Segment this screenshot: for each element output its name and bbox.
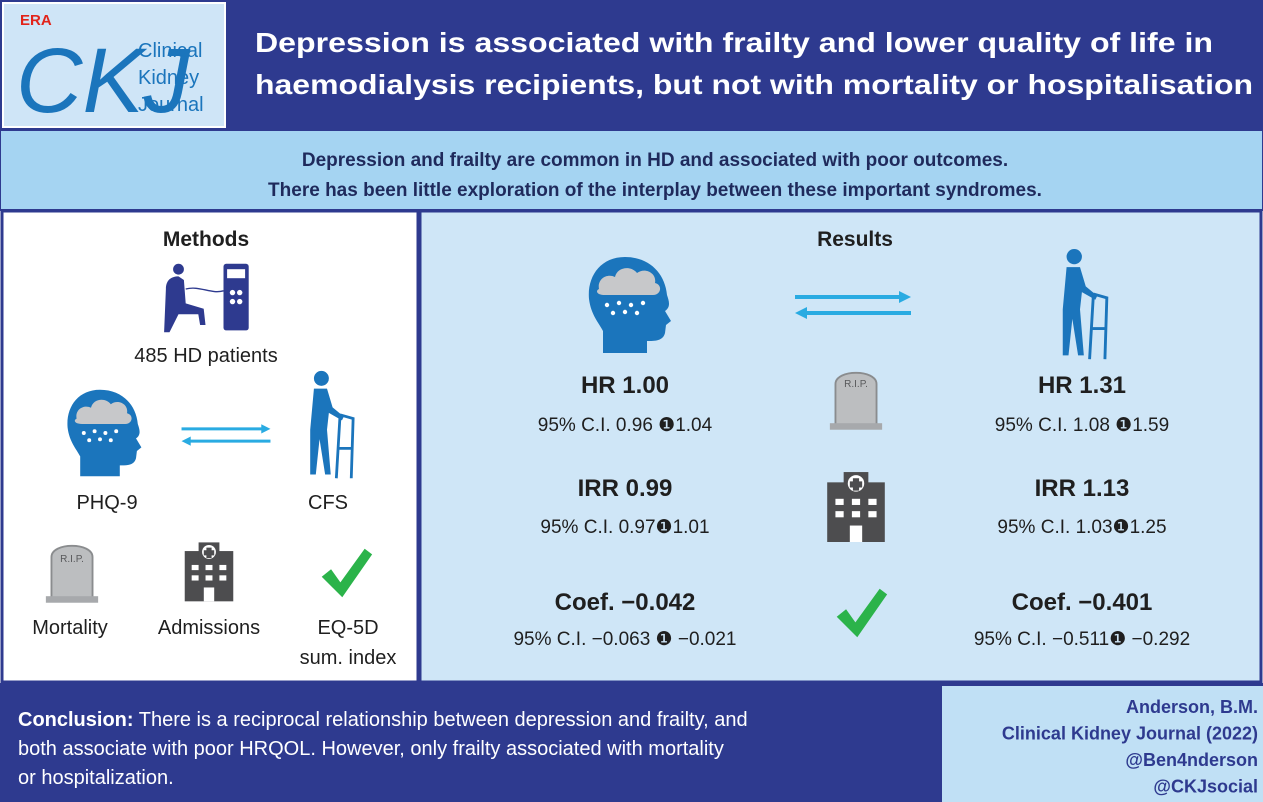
outcome-label: EQ-5D [317, 617, 378, 639]
citation-line: @CKJsocial [1153, 777, 1258, 797]
title: Depression is associated with frailty an… [255, 27, 1213, 58]
intro-text: Depression and frailty are common in HD … [302, 150, 1008, 171]
conclusion-line: There is a reciprocal relationship betwe… [134, 709, 748, 731]
citation-line: Clinical Kidney Journal (2022) [1002, 724, 1258, 744]
estimate: IRR 1.13 [1035, 475, 1130, 502]
conclusion-text: Conclusion: There is a reciprocal relati… [18, 709, 748, 731]
confidence-interval: 95% C.I. 1.08 ❶1.59 [995, 415, 1169, 436]
confidence-interval: 95% C.I. −0.063 ❶ −0.021 [513, 629, 736, 650]
intro-text: There has been little exploration of the… [268, 180, 1042, 201]
title: haemodialysis recipients, but not with m… [255, 69, 1253, 100]
estimate: HR 1.00 [581, 372, 669, 399]
logo-journal: Kidney [138, 67, 199, 89]
citation-line: Anderson, B.M. [1126, 697, 1258, 717]
exposure-label: PHQ-9 [76, 492, 137, 514]
outcome-label: sum. index [300, 647, 397, 669]
tombstone-text: R.I.P. [844, 379, 868, 390]
patients-label: 485 HD patients [134, 345, 277, 367]
results-title: Results [817, 228, 893, 251]
citation-line: @Ben4nderson [1125, 750, 1258, 770]
infographic: CKJ ERA Clinical Kidney Journal Depressi… [0, 0, 1263, 802]
confidence-interval: 95% C.I. 1.03❶1.25 [997, 517, 1166, 538]
hospital-icon [827, 472, 885, 542]
estimate: HR 1.31 [1038, 372, 1126, 399]
tombstone-text: R.I.P. [60, 554, 84, 565]
confidence-interval: 95% C.I. −0.511❶ −0.292 [974, 629, 1190, 650]
frailty-label: CFS [308, 492, 348, 514]
confidence-interval: 95% C.I. 0.97❶1.01 [540, 517, 709, 538]
conclusion-label: Conclusion: [18, 709, 134, 731]
hospital-icon [185, 542, 234, 601]
logo-journal: Clinical [138, 40, 202, 62]
outcome-label: Admissions [158, 617, 260, 639]
outcome-label: Mortality [32, 617, 108, 639]
conclusion-line: both associate with poor HRQOL. However,… [18, 738, 724, 760]
conclusion-line: or hospitalization. [18, 767, 174, 789]
estimate: Coef. −0.401 [1012, 589, 1153, 616]
logo-journal: Journal [138, 94, 204, 116]
estimate: IRR 0.99 [578, 475, 673, 502]
confidence-interval: 95% C.I. 0.96 ❶1.04 [538, 415, 713, 436]
logo-society: ERA [20, 12, 52, 29]
estimate: Coef. −0.042 [555, 589, 696, 616]
methods-panel [2, 211, 418, 682]
methods-title: Methods [163, 228, 249, 251]
